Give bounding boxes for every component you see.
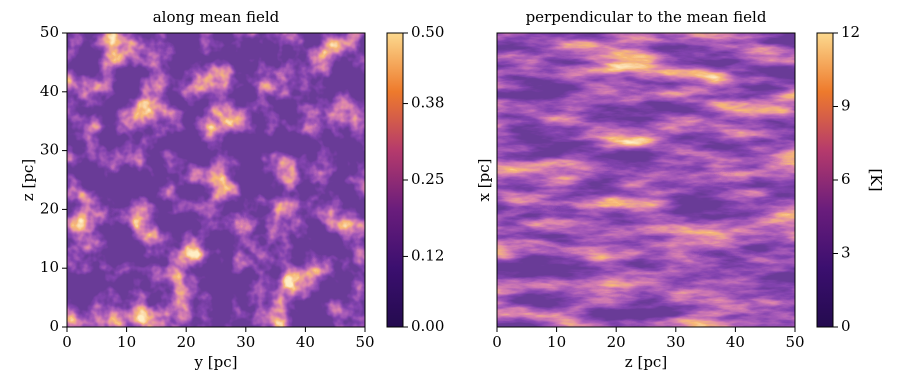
x-tick-label: 30 xyxy=(236,333,255,351)
x-axis-label: z [pc] xyxy=(625,353,667,371)
x-tick-label: 40 xyxy=(726,333,745,351)
chart-title: perpendicular to the mean field xyxy=(526,8,767,26)
y-axis-label: z [pc] xyxy=(19,159,37,201)
y-tick-label: 30 xyxy=(40,141,59,159)
colorbar-tick-label: 0.00 xyxy=(411,317,444,335)
y-tick-label: 0 xyxy=(49,317,59,335)
y-axis-label: x [pc] xyxy=(475,159,493,202)
x-tick-label: 50 xyxy=(785,333,804,351)
x-axis-label: y [pc] xyxy=(194,353,238,371)
x-tick-label: 20 xyxy=(177,333,196,351)
colorbar-tick-label: 0.50 xyxy=(411,23,444,41)
colorbar-tick-label: 9 xyxy=(841,97,851,115)
heatmap-image xyxy=(67,33,365,327)
colorbar-tick-label: 0.38 xyxy=(411,94,444,112)
colorbar-tick-label: 0.12 xyxy=(411,246,444,264)
colorbar-label: [K] xyxy=(867,169,885,192)
colorbar-tick-label: 0 xyxy=(841,317,851,335)
x-tick-label: 0 xyxy=(492,333,502,351)
y-tick-label: 40 xyxy=(40,82,59,100)
colorbar-tick-label: 3 xyxy=(841,244,851,262)
colorbar-tick-label: 0.25 xyxy=(411,170,444,188)
y-tick-label: 20 xyxy=(40,199,59,217)
colorbar-tick-label: 6 xyxy=(841,170,851,188)
colorbar xyxy=(386,32,404,328)
chart-title: along mean field xyxy=(153,8,280,26)
plot-frame xyxy=(496,32,796,328)
x-tick-label: 40 xyxy=(296,333,315,351)
x-tick-label: 10 xyxy=(117,333,136,351)
x-tick-label: 10 xyxy=(547,333,566,351)
y-tick-label: 10 xyxy=(40,258,59,276)
colorbar xyxy=(816,32,834,328)
heatmap-image xyxy=(497,33,795,327)
x-tick-label: 0 xyxy=(62,333,72,351)
x-tick-label: 30 xyxy=(666,333,685,351)
plot-frame xyxy=(66,32,366,328)
colorbar-tick-label: 12 xyxy=(841,23,860,41)
x-tick-label: 50 xyxy=(355,333,374,351)
y-tick-label: 50 xyxy=(40,23,59,41)
x-tick-label: 20 xyxy=(607,333,626,351)
